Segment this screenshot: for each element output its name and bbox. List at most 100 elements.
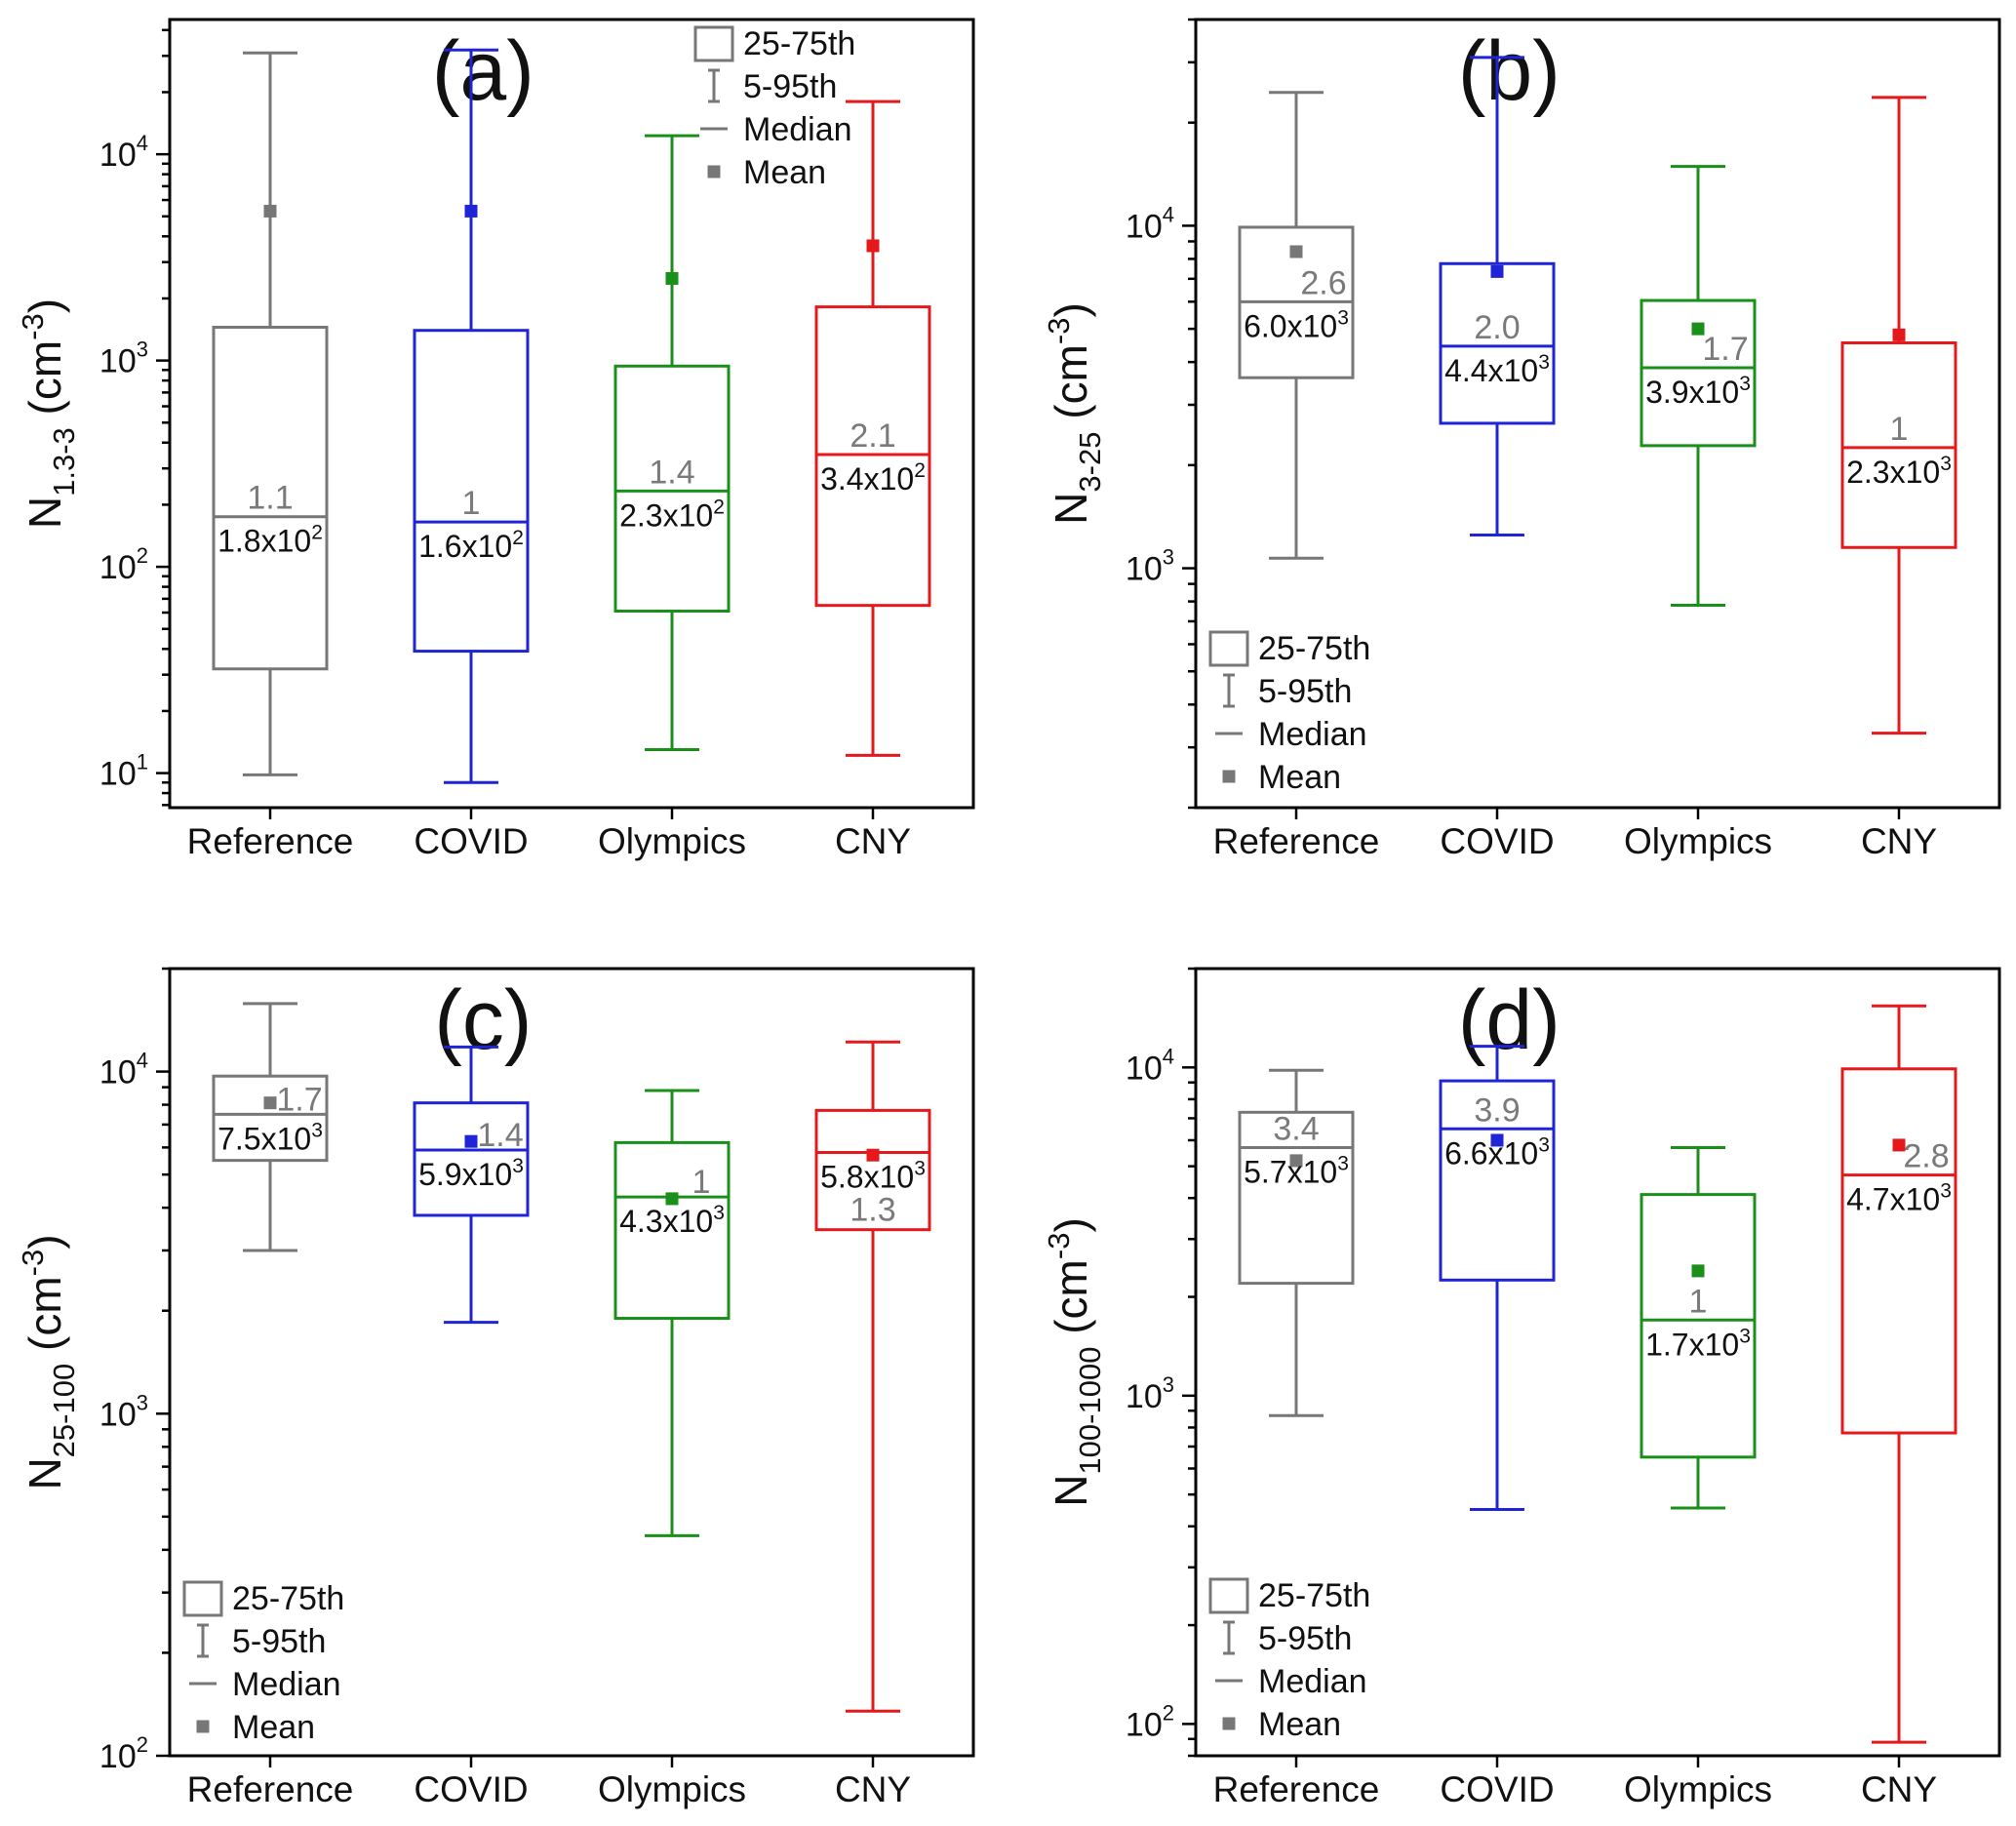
legend-label: 5-95th	[1258, 1620, 1352, 1657]
legend-mean-swatch	[1222, 770, 1236, 783]
box-reference: 5.7x103 3.4	[1238, 1068, 1355, 1417]
mean-marker	[263, 204, 277, 218]
x-tick-label: CNY	[1861, 821, 1937, 861]
ratio-label: 3.9	[1474, 1092, 1520, 1129]
legend: 25-75th 5-95th Median Mean	[182, 1580, 344, 1746]
panel-label: (c)	[434, 973, 532, 1067]
legend-mean-swatch	[196, 1720, 210, 1733]
y-tick-label: 103	[1126, 1372, 1174, 1415]
iqr-box	[1640, 298, 1757, 448]
legend-mean-swatch	[1222, 1717, 1236, 1730]
iqr-box	[413, 1101, 530, 1217]
box-covid: 4.4x103 2.0	[1439, 56, 1556, 537]
mean-marker	[1289, 245, 1303, 258]
iqr-box	[1238, 1110, 1355, 1286]
ratio-label: 1	[1689, 1283, 1708, 1320]
y-tick-label: 101	[99, 750, 148, 793]
mean-marker	[1892, 328, 1906, 341]
ratio-label: 1.4	[649, 454, 694, 491]
median-value-label: 4.4x103	[1444, 351, 1550, 388]
box-covid: 6.6x103 3.9	[1439, 1045, 1556, 1512]
median-value-label: 2.3x103	[1846, 453, 1952, 490]
mean-marker	[1892, 1138, 1906, 1152]
legend-label: 5-95th	[1258, 673, 1352, 710]
ratio-label: 1	[1890, 411, 1909, 448]
legend-box-swatch	[1208, 630, 1249, 667]
panel-c: 102 103 104 Reference COVID Olympics CNY N25-10…	[16, 967, 975, 1809]
iqr-box	[1640, 1193, 1757, 1459]
median-value-label: 5.8x103	[820, 1158, 926, 1195]
ratio-label: 2.8	[1903, 1138, 1949, 1175]
box-cny: 4.7x103 2.8	[1840, 1004, 1957, 1744]
x-tick-label: COVID	[414, 1769, 528, 1809]
iqr-box	[613, 1140, 731, 1321]
median-value-label: 1.7x103	[1645, 1325, 1751, 1362]
ratio-label: 2.0	[1474, 309, 1520, 346]
ratio-label: 1.1	[247, 480, 293, 517]
ratio-label: 1	[462, 485, 481, 522]
x-tick-label: Olympics	[1624, 821, 1772, 861]
ratio-label: 1	[692, 1164, 711, 1201]
iqr-box	[613, 364, 731, 613]
panel-label: (d)	[1458, 973, 1561, 1067]
legend-mean-swatch	[707, 165, 721, 179]
ratio-label: 3.4	[1273, 1110, 1319, 1147]
ratio-label: 2.6	[1300, 264, 1346, 301]
y-axis-title: N25-100 (cm-3)	[16, 1234, 81, 1489]
y-tick-label: 102	[99, 1732, 148, 1775]
box-reference: 1.8x102 1.1	[212, 51, 329, 776]
median-value-label: 6.6x103	[1444, 1133, 1550, 1171]
box-olympics: 1.7x103 1	[1640, 1145, 1757, 1510]
mean-marker	[866, 1148, 880, 1162]
x-tick-label: Olympics	[598, 821, 746, 861]
median-value-label: 2.3x102	[619, 496, 725, 533]
x-tick-label: CNY	[835, 821, 911, 861]
mean-marker	[665, 1192, 679, 1206]
plot-frame	[1194, 18, 2001, 810]
legend-label: Median	[1258, 716, 1367, 753]
mean-marker	[1490, 1133, 1504, 1147]
median-value-label: 4.7x103	[1846, 1180, 1952, 1217]
median-value-label: 7.5x103	[217, 1119, 323, 1156]
mean-marker	[464, 1134, 478, 1148]
ratio-label: 1.7	[1702, 331, 1748, 368]
mean-marker	[1691, 322, 1705, 336]
iqr-box	[212, 325, 329, 671]
iqr-box	[814, 305, 931, 608]
mean-marker	[464, 204, 478, 218]
y-tick-label: 103	[99, 1390, 148, 1433]
box-olympics: 2.3x102 1.4	[613, 134, 731, 751]
legend-label: 5-95th	[232, 1623, 326, 1660]
x-tick-label: Reference	[1213, 821, 1380, 861]
legend-label: Median	[743, 111, 852, 148]
legend: 25-75th 5-95th Median Mean	[693, 25, 855, 191]
y-tick-label: 102	[1126, 1700, 1174, 1743]
plot-frame	[1194, 967, 2001, 1758]
panel-label: (b)	[1458, 24, 1561, 118]
y-axis-title: N3-25 (cm-3)	[1042, 302, 1107, 525]
x-tick-label: Reference	[187, 821, 354, 861]
y-axis-title: N100-1000 (cm-3)	[1042, 1217, 1107, 1507]
median-value-label: 6.0x103	[1244, 306, 1349, 343]
legend-label: Median	[1258, 1663, 1367, 1700]
y-tick-label: 104	[99, 1049, 148, 1092]
mean-marker	[665, 271, 679, 285]
median-value-label: 5.9x103	[418, 1155, 524, 1192]
legend: 25-75th 5-95th Median Mean	[1208, 1577, 1370, 1743]
box-cny: 2.3x103 1	[1840, 96, 1957, 735]
box-covid: 1.6x102 1	[413, 48, 530, 784]
median-value-label: 1.8x102	[217, 522, 323, 559]
y-axis-title: N1.3-3 (cm-3)	[16, 298, 81, 529]
legend-box-swatch	[693, 25, 734, 62]
box-reference: 6.0x103 2.6	[1238, 91, 1355, 560]
ratio-label: 2.1	[850, 417, 895, 455]
y-tick-label: 103	[99, 337, 148, 380]
ratio-label: 1.3	[850, 1192, 895, 1229]
mean-marker	[1289, 1154, 1303, 1168]
x-tick-label: CNY	[835, 1769, 911, 1809]
x-tick-label: Olympics	[598, 1769, 746, 1809]
